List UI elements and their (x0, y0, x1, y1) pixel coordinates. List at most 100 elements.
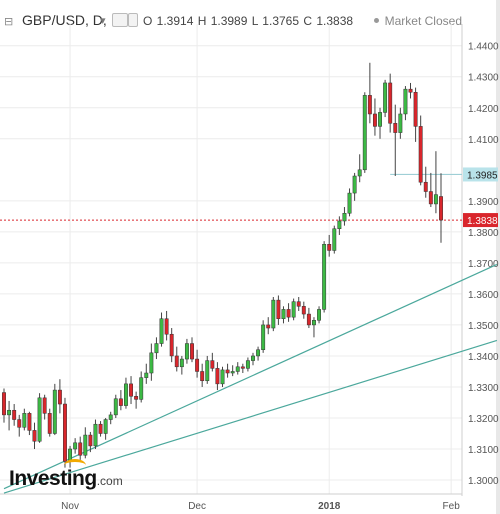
candle-body (332, 228, 337, 251)
candle-body (113, 398, 118, 416)
candle-body (103, 419, 108, 434)
market-status-text: Market Closed (384, 14, 462, 28)
candle-body (230, 371, 235, 374)
y-tick-label: 1.3600 (468, 290, 499, 301)
y-tick-label: 1.3900 (468, 197, 499, 208)
candle-body (124, 383, 128, 406)
investing-logo: Investing.com (9, 467, 123, 491)
candle-body (286, 309, 291, 318)
candle-body (179, 358, 184, 368)
candle-body (388, 82, 393, 124)
candle-body (393, 123, 398, 133)
candle-body (362, 95, 367, 171)
candle-body (271, 299, 276, 329)
candle-body (367, 95, 372, 115)
chart-type-icon[interactable] (128, 13, 138, 27)
candle-body (195, 358, 200, 372)
candle-body (17, 419, 22, 428)
candle-body (149, 352, 154, 374)
candle-body (32, 430, 37, 442)
trendline (3, 339, 498, 494)
candle-body (235, 366, 240, 372)
candle-body (342, 212, 347, 222)
trendline (3, 263, 498, 490)
y-tick-label: 1.4300 (468, 73, 499, 84)
y-tick-label: 1.4400 (468, 42, 499, 53)
candle-body (408, 88, 413, 93)
candle-body (159, 318, 164, 344)
candle-body (352, 175, 357, 194)
y-tick-label: 1.3300 (468, 383, 499, 394)
candle-body (98, 423, 103, 434)
candle-body (205, 360, 210, 382)
candle-body (423, 181, 428, 192)
candle-body (291, 301, 296, 318)
candle-body (357, 169, 362, 177)
candle-body (245, 360, 250, 369)
x-tick-label: Dec (188, 501, 206, 512)
candle-body (372, 113, 377, 127)
candle-body (251, 355, 255, 361)
candle-body (378, 112, 382, 127)
x-tick-label: 2018 (318, 501, 341, 512)
symbol-label[interactable]: GBP/USD, D, (22, 12, 107, 28)
candle-body (93, 423, 98, 447)
y-tick-label: 1.3400 (468, 352, 499, 363)
candle-body (322, 244, 327, 310)
candle-body (383, 82, 388, 113)
candle-body (225, 369, 230, 374)
candle-body (337, 220, 342, 230)
candle-body (134, 396, 139, 400)
x-tick-label: Nov (61, 501, 79, 512)
candle-body (42, 397, 47, 414)
y-tick-label: 1.3200 (468, 414, 499, 425)
candle-body (63, 403, 67, 462)
candle-body (154, 343, 159, 354)
candle-body (220, 369, 225, 385)
candle-body (261, 324, 266, 350)
candle-body (27, 413, 32, 431)
candle-body (433, 194, 438, 205)
x-tick-label: Feb (443, 501, 461, 512)
settings-icon[interactable] (112, 13, 128, 27)
candle-body (281, 309, 286, 319)
logo-arc-icon (64, 459, 86, 472)
candle-body (439, 196, 443, 221)
market-status: Market Closed (373, 14, 462, 28)
candle-body (428, 191, 433, 205)
candle-body (73, 442, 78, 450)
candle-body (398, 113, 403, 133)
candle-body (83, 434, 88, 456)
candle-body (164, 318, 169, 335)
candle-body (301, 306, 306, 315)
candle-body (52, 389, 57, 434)
collapse-icon[interactable]: ⊟ (4, 15, 14, 28)
right-scrollbar[interactable] (496, 0, 500, 514)
candle-body (139, 377, 144, 400)
candle-body (37, 397, 42, 442)
candle-body (418, 126, 423, 183)
candle-body (144, 372, 149, 378)
status-dot-icon (373, 18, 379, 23)
y-tick-label: 1.3500 (468, 321, 499, 332)
y-tick-label: 1.3100 (468, 445, 499, 456)
candle-body (174, 355, 179, 368)
candle-body (210, 360, 215, 369)
candle-body (312, 320, 316, 326)
logo-suffix: .com (96, 474, 123, 488)
candle-body (88, 434, 93, 447)
candle-body (184, 343, 189, 360)
candle-body (47, 413, 52, 434)
candle-body (215, 368, 220, 385)
candle-body (108, 414, 113, 420)
candle-body (78, 442, 83, 456)
chevron-down-icon[interactable]: ▾ (100, 15, 106, 27)
logo-name: Investing (9, 467, 97, 490)
candle-body (240, 366, 245, 369)
candle-body (317, 309, 321, 321)
candle-body (296, 301, 301, 307)
candle-body (403, 88, 408, 115)
candle-body (57, 389, 62, 405)
candle-body (129, 383, 133, 397)
